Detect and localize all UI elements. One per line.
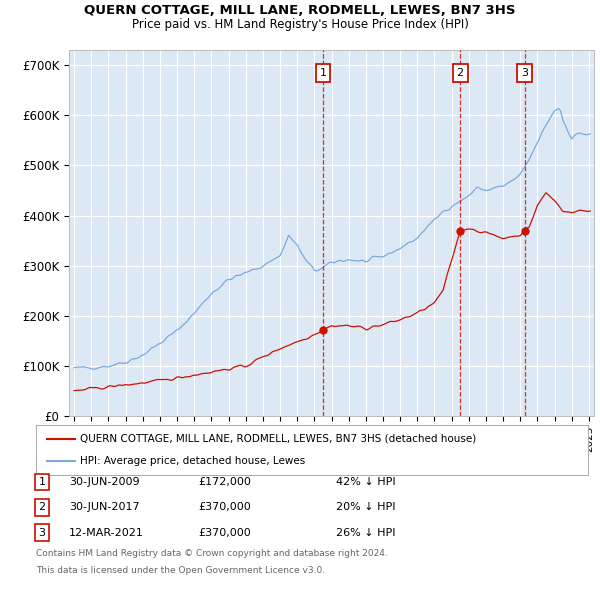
Text: 42% ↓ HPI: 42% ↓ HPI — [336, 477, 395, 487]
Text: 2: 2 — [38, 503, 46, 512]
Text: 30-JUN-2017: 30-JUN-2017 — [69, 503, 140, 512]
Text: 20% ↓ HPI: 20% ↓ HPI — [336, 503, 395, 512]
Text: £370,000: £370,000 — [198, 528, 251, 537]
Text: £172,000: £172,000 — [198, 477, 251, 487]
Text: £370,000: £370,000 — [198, 503, 251, 512]
Text: 3: 3 — [38, 528, 46, 537]
Text: 26% ↓ HPI: 26% ↓ HPI — [336, 528, 395, 537]
Text: Contains HM Land Registry data © Crown copyright and database right 2024.: Contains HM Land Registry data © Crown c… — [36, 549, 388, 558]
Text: QUERN COTTAGE, MILL LANE, RODMELL, LEWES, BN7 3HS (detached house): QUERN COTTAGE, MILL LANE, RODMELL, LEWES… — [80, 434, 476, 444]
Text: 30-JUN-2009: 30-JUN-2009 — [69, 477, 140, 487]
Text: 1: 1 — [38, 477, 46, 487]
Text: HPI: Average price, detached house, Lewes: HPI: Average price, detached house, Lewe… — [80, 456, 305, 466]
Text: 1: 1 — [319, 68, 326, 78]
Text: 12-MAR-2021: 12-MAR-2021 — [69, 528, 144, 537]
Text: 2: 2 — [457, 68, 464, 78]
Text: This data is licensed under the Open Government Licence v3.0.: This data is licensed under the Open Gov… — [36, 566, 325, 575]
Text: 3: 3 — [521, 68, 528, 78]
Text: Price paid vs. HM Land Registry's House Price Index (HPI): Price paid vs. HM Land Registry's House … — [131, 18, 469, 31]
Text: QUERN COTTAGE, MILL LANE, RODMELL, LEWES, BN7 3HS: QUERN COTTAGE, MILL LANE, RODMELL, LEWES… — [84, 4, 516, 17]
